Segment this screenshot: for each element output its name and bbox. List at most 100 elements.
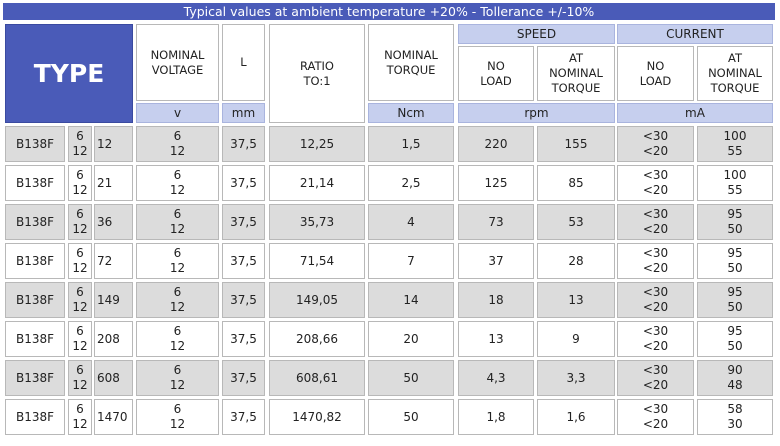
current-no-load-cell: <30 <20 bbox=[617, 204, 694, 240]
current-no-load-cell: <30 <20 bbox=[617, 321, 694, 357]
current-at-torque-header: AT NOMINAL TORQUE bbox=[697, 46, 773, 101]
speed-header: SPEED bbox=[458, 24, 615, 44]
code-cell: 12 bbox=[94, 126, 133, 162]
nominal-torque-header: NOMINAL TORQUE bbox=[368, 24, 454, 101]
speed-no-load-header: NO LOAD bbox=[458, 46, 534, 101]
ratio-cell: 1470,82 bbox=[269, 399, 365, 435]
torque-cell: 2,5 bbox=[368, 165, 454, 201]
voltage-unit: v bbox=[136, 103, 219, 123]
speed-at-torque-cell: 3,3 bbox=[537, 360, 615, 396]
current-at-torque-cell: 100 55 bbox=[697, 165, 773, 201]
speed-at-torque-cell: 28 bbox=[537, 243, 615, 279]
length-cell: 37,5 bbox=[222, 399, 265, 435]
current-no-load-cell: <30 <20 bbox=[617, 165, 694, 201]
model-cell: B138F bbox=[5, 360, 65, 396]
current-unit: mA bbox=[617, 103, 773, 123]
code-cell: 608 bbox=[94, 360, 133, 396]
current-no-load-cell: <30 <20 bbox=[617, 126, 694, 162]
speed-at-torque-header: AT NOMINAL TORQUE bbox=[537, 46, 615, 101]
l-header: L bbox=[222, 24, 265, 101]
current-header: CURRENT bbox=[617, 24, 773, 44]
volts-cell: 6 12 bbox=[68, 204, 92, 240]
length-cell: 37,5 bbox=[222, 321, 265, 357]
ratio-header: RATIO TO:1 bbox=[269, 24, 365, 123]
ratio-cell: 12,25 bbox=[269, 126, 365, 162]
current-at-torque-cell: 58 30 bbox=[697, 399, 773, 435]
speed-no-load-cell: 4,3 bbox=[458, 360, 534, 396]
speed-at-torque-cell: 1,6 bbox=[537, 399, 615, 435]
volts-cell: 6 12 bbox=[68, 399, 92, 435]
code-cell: 1470 bbox=[94, 399, 133, 435]
model-cell: B138F bbox=[5, 165, 65, 201]
volts-cell: 6 12 bbox=[68, 243, 92, 279]
speed-at-torque-cell: 9 bbox=[537, 321, 615, 357]
speed-no-load-cell: 125 bbox=[458, 165, 534, 201]
voltage-cell: 6 12 bbox=[136, 243, 219, 279]
volts-cell: 6 12 bbox=[68, 126, 92, 162]
current-no-load-cell: <30 <20 bbox=[617, 399, 694, 435]
speed-at-torque-cell: 155 bbox=[537, 126, 615, 162]
code-cell: 208 bbox=[94, 321, 133, 357]
length-cell: 37,5 bbox=[222, 126, 265, 162]
model-cell: B138F bbox=[5, 321, 65, 357]
torque-cell: 14 bbox=[368, 282, 454, 318]
speed-no-load-cell: 73 bbox=[458, 204, 534, 240]
current-no-load-cell: <30 <20 bbox=[617, 243, 694, 279]
torque-cell: 1,5 bbox=[368, 126, 454, 162]
nominal-voltage-header: NOMINAL VOLTAGE bbox=[136, 24, 219, 101]
speed-no-load-cell: 1,8 bbox=[458, 399, 534, 435]
torque-cell: 50 bbox=[368, 399, 454, 435]
speed-at-torque-cell: 13 bbox=[537, 282, 615, 318]
current-no-load-cell: <30 <20 bbox=[617, 282, 694, 318]
voltage-cell: 6 12 bbox=[136, 399, 219, 435]
length-cell: 37,5 bbox=[222, 165, 265, 201]
code-cell: 36 bbox=[94, 204, 133, 240]
length-cell: 37,5 bbox=[222, 204, 265, 240]
table-banner: Typical values at ambient temperature +2… bbox=[3, 3, 775, 20]
voltage-cell: 6 12 bbox=[136, 360, 219, 396]
volts-cell: 6 12 bbox=[68, 165, 92, 201]
voltage-cell: 6 12 bbox=[136, 282, 219, 318]
l-unit: mm bbox=[222, 103, 265, 123]
ratio-cell: 208,66 bbox=[269, 321, 365, 357]
torque-unit: Ncm bbox=[368, 103, 454, 123]
model-cell: B138F bbox=[5, 126, 65, 162]
speed-at-torque-cell: 53 bbox=[537, 204, 615, 240]
length-cell: 37,5 bbox=[222, 282, 265, 318]
current-at-torque-cell: 95 50 bbox=[697, 321, 773, 357]
voltage-cell: 6 12 bbox=[136, 126, 219, 162]
volts-cell: 6 12 bbox=[68, 321, 92, 357]
current-at-torque-cell: 100 55 bbox=[697, 126, 773, 162]
ratio-cell: 149,05 bbox=[269, 282, 365, 318]
current-no-load-header: NO LOAD bbox=[617, 46, 694, 101]
code-cell: 72 bbox=[94, 243, 133, 279]
code-cell: 149 bbox=[94, 282, 133, 318]
current-at-torque-cell: 95 50 bbox=[697, 204, 773, 240]
length-cell: 37,5 bbox=[222, 360, 265, 396]
torque-cell: 20 bbox=[368, 321, 454, 357]
volts-cell: 6 12 bbox=[68, 282, 92, 318]
ratio-cell: 21,14 bbox=[269, 165, 365, 201]
voltage-cell: 6 12 bbox=[136, 165, 219, 201]
model-cell: B138F bbox=[5, 399, 65, 435]
ratio-cell: 35,73 bbox=[269, 204, 365, 240]
speed-no-load-cell: 37 bbox=[458, 243, 534, 279]
length-cell: 37,5 bbox=[222, 243, 265, 279]
ratio-cell: 71,54 bbox=[269, 243, 365, 279]
code-cell: 21 bbox=[94, 165, 133, 201]
voltage-cell: 6 12 bbox=[136, 204, 219, 240]
current-at-torque-cell: 90 48 bbox=[697, 360, 773, 396]
model-cell: B138F bbox=[5, 204, 65, 240]
model-cell: B138F bbox=[5, 282, 65, 318]
ratio-cell: 608,61 bbox=[269, 360, 365, 396]
speed-at-torque-cell: 85 bbox=[537, 165, 615, 201]
voltage-cell: 6 12 bbox=[136, 321, 219, 357]
current-no-load-cell: <30 <20 bbox=[617, 360, 694, 396]
speed-no-load-cell: 220 bbox=[458, 126, 534, 162]
volts-cell: 6 12 bbox=[68, 360, 92, 396]
speed-no-load-cell: 13 bbox=[458, 321, 534, 357]
current-at-torque-cell: 95 50 bbox=[697, 282, 773, 318]
speed-no-load-cell: 18 bbox=[458, 282, 534, 318]
torque-cell: 7 bbox=[368, 243, 454, 279]
speed-unit: rpm bbox=[458, 103, 615, 123]
